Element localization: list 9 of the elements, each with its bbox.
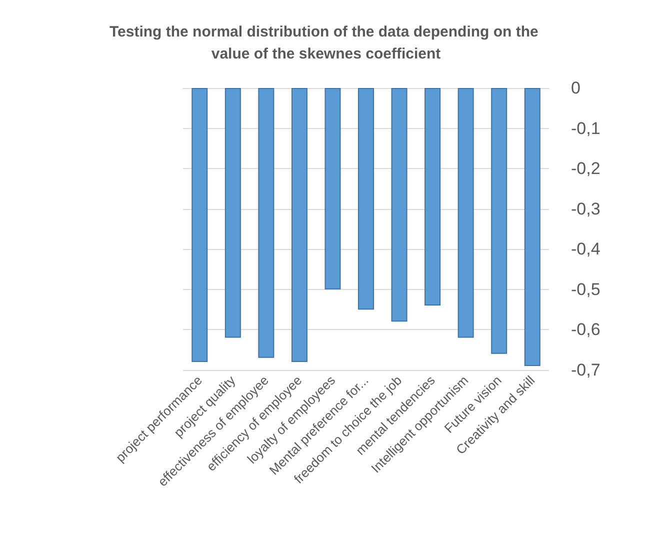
y-tick-label: -0,1: [571, 118, 600, 138]
y-tick-label: -0,7: [571, 360, 600, 380]
y-tick-label: -0,5: [571, 280, 600, 299]
y-tick-label: 0: [571, 78, 580, 98]
y-tick-label: -0,3: [571, 199, 600, 218]
chart-title: Testing the normal distribution of the data depending on the value of the skewnes coefficient: [109, 24, 543, 62]
y-tick-label: -0,4: [571, 240, 600, 259]
y-tick-label: -0,2: [571, 159, 600, 178]
y-tick-label: -0,6: [571, 320, 600, 340]
